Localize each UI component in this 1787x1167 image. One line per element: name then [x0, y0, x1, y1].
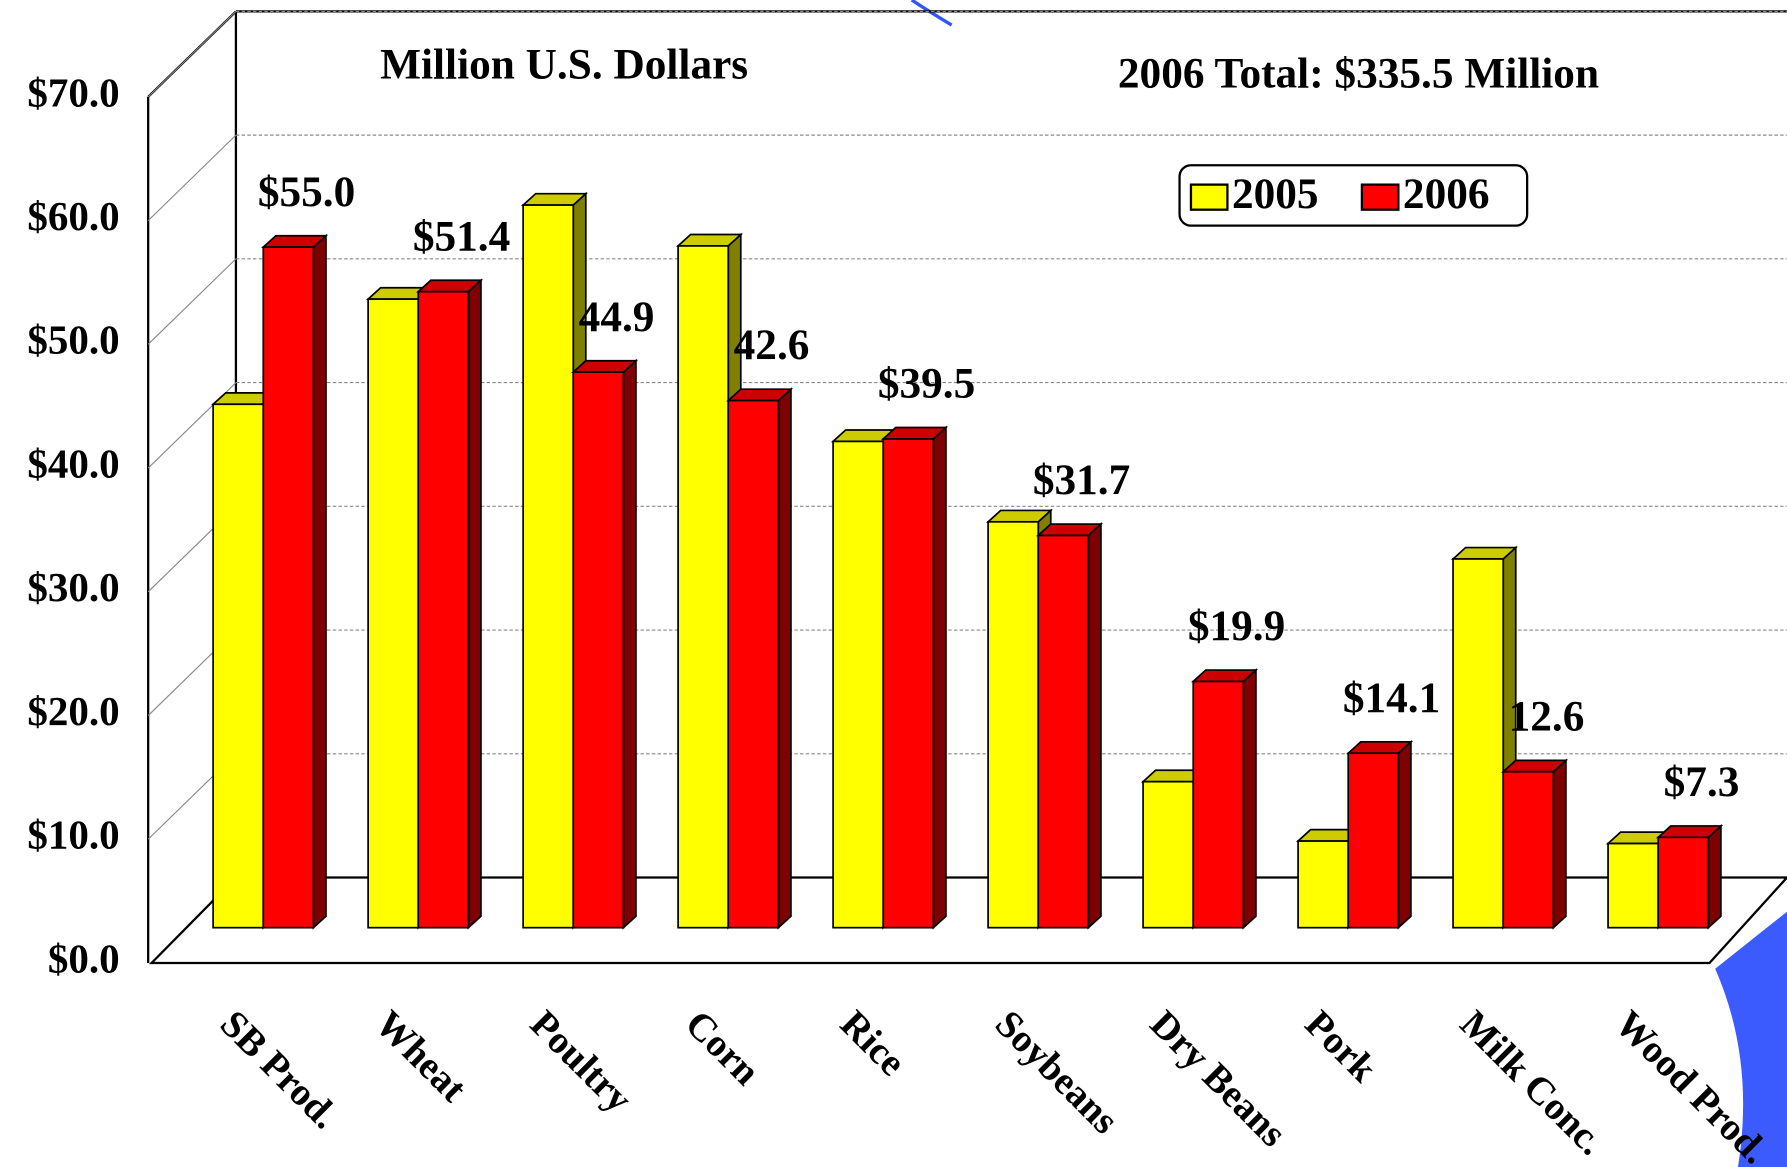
bar	[572, 371, 625, 929]
bar-shade	[1503, 760, 1566, 772]
y-tick-label: $70.0	[27, 69, 119, 115]
bar	[1502, 770, 1555, 929]
y-tick-label: $0.0	[48, 935, 120, 981]
value-label: $19.9	[1188, 602, 1285, 650]
bar	[677, 245, 730, 929]
bar-shade	[1453, 547, 1516, 559]
bar-shade	[1608, 832, 1671, 844]
legend-label: 2005	[1232, 170, 1319, 218]
bar	[417, 290, 470, 929]
bar-shade	[1243, 670, 1256, 928]
bar-shade	[1143, 770, 1206, 782]
y-tick-label: $10.0	[27, 812, 119, 858]
bar-shade	[728, 389, 791, 401]
x-tick-label: Corn	[677, 1002, 768, 1093]
bar-shade	[1348, 741, 1411, 754]
bar-shade	[1193, 670, 1256, 682]
chart-subtitle: 2006 Total: $335.5 Million	[1118, 49, 1599, 97]
bar-shade	[313, 235, 326, 928]
bar	[1347, 752, 1400, 929]
bar-shade	[623, 360, 636, 928]
legend-swatch	[1360, 183, 1400, 211]
legend-swatch	[1189, 183, 1229, 211]
value-label: $31.7	[1033, 456, 1130, 504]
value-label: $55.0	[258, 168, 355, 216]
bar	[212, 403, 265, 929]
bar	[1142, 780, 1195, 929]
bar-shade	[1708, 825, 1721, 928]
value-label: 42.6	[734, 321, 810, 369]
grid-line	[147, 258, 237, 345]
x-tick-label: Rice	[832, 1002, 914, 1084]
bar	[1297, 840, 1350, 929]
bar	[727, 399, 780, 929]
legend	[1178, 164, 1529, 227]
bar	[367, 298, 420, 929]
y-tick-label: $20.0	[27, 688, 119, 734]
bar-shade	[883, 427, 946, 439]
bar	[1452, 558, 1505, 929]
bar-shade	[1398, 741, 1411, 928]
value-label: 12.6	[1509, 692, 1585, 740]
x-tick-label: SB Prod.	[212, 1002, 347, 1137]
bar-shade	[1298, 829, 1361, 842]
bar-shade	[573, 360, 636, 373]
y-tick-label: $60.0	[27, 193, 119, 239]
bar	[832, 440, 885, 929]
chart-title: Million U.S. Dollars	[380, 40, 748, 88]
bar-shade	[213, 392, 276, 405]
bar-shade	[1658, 825, 1721, 838]
value-label: $51.4	[413, 212, 510, 260]
x-tick-label: Dry Beans	[1142, 1002, 1295, 1155]
bar-shade	[833, 430, 896, 442]
bar-shade	[1038, 524, 1101, 536]
legend-label: 2006	[1403, 170, 1490, 218]
bar	[1037, 534, 1090, 929]
x-tick-label: Poultry	[522, 1002, 641, 1121]
bar	[882, 438, 935, 929]
x-tick-label: Soybeans	[987, 1002, 1127, 1142]
x-tick-label: Milk Conc.	[1452, 1002, 1613, 1163]
bar-shade	[778, 389, 791, 928]
bar-shade	[678, 234, 741, 246]
x-tick-label: Wheat	[367, 1002, 475, 1110]
bar	[987, 520, 1040, 929]
bar-shade	[988, 510, 1051, 522]
value-label: $7.3	[1664, 758, 1740, 806]
bar-shade	[418, 280, 481, 292]
value-label: $14.1	[1343, 674, 1440, 722]
value-label: $39.5	[878, 360, 975, 408]
value-label: 44.9	[579, 293, 655, 341]
y-tick-label: $50.0	[27, 317, 119, 363]
grid-line	[147, 134, 237, 222]
bar	[522, 204, 575, 929]
y-tick-label: $40.0	[27, 440, 119, 486]
bar-shade	[1088, 524, 1101, 928]
bar-shade	[368, 287, 431, 300]
bar-shade	[468, 280, 481, 928]
bar	[262, 246, 315, 929]
bar-shade	[263, 235, 326, 248]
grid-line	[147, 10, 237, 98]
bar-shade	[523, 193, 586, 206]
bar	[1657, 836, 1710, 929]
y-tick-label: $30.0	[27, 564, 119, 610]
x-tick-label: Pork	[1297, 1002, 1386, 1091]
decoration	[1715, 911, 1787, 1167]
bar	[1192, 680, 1245, 929]
bar-shade	[1553, 760, 1566, 928]
bar	[1607, 842, 1660, 929]
bar-shade	[933, 427, 946, 928]
